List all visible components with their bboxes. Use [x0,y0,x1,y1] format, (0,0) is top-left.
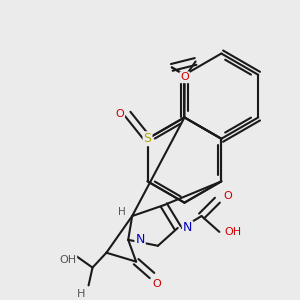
Text: O: O [223,191,232,201]
Text: H: H [76,289,85,299]
Text: N: N [135,233,145,246]
Text: O: O [116,109,124,119]
Text: OH: OH [225,227,242,237]
Text: N: N [183,221,192,234]
Text: H: H [118,207,126,217]
Text: O: O [153,279,161,290]
Text: OH: OH [59,255,76,265]
Text: O: O [180,72,189,82]
Text: S: S [143,132,152,145]
